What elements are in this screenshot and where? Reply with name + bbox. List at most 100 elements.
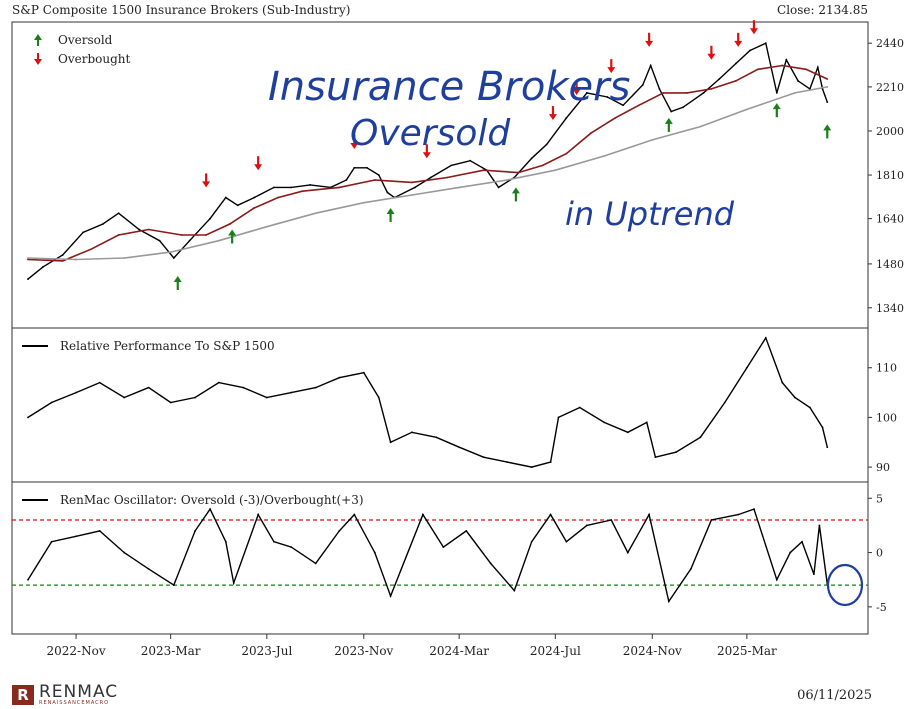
data-point — [27, 416, 29, 419]
oscillator-panel: 5 0 -5 RenMac Oscillator: Oversold (-3)/Ove… — [11, 481, 887, 635]
data-point — [442, 546, 445, 549]
data-point — [689, 567, 692, 570]
data-point — [603, 421, 606, 424]
series-line-0 — [27, 42, 828, 280]
oversold-arrow-icon — [772, 103, 781, 110]
data-point — [565, 117, 568, 119]
data-point — [147, 228, 150, 231]
data-point — [756, 68, 759, 71]
data-point — [265, 396, 268, 399]
data-point — [554, 169, 557, 172]
data-point — [147, 567, 150, 570]
overbought-arrow-icon — [350, 143, 359, 150]
y-tick-label: 2000 — [876, 125, 904, 138]
data-point — [699, 125, 702, 128]
data-point — [809, 406, 811, 409]
data-point — [718, 78, 721, 80]
data-point — [734, 80, 737, 82]
data-point — [614, 117, 617, 119]
data-point — [147, 386, 150, 389]
chart-title: S&P Composite 1500 Insurance Brokers (Su… — [12, 3, 351, 17]
renmac-logo: R RENMAC RENAISSANCEMACRO — [12, 684, 118, 706]
legend-label: Overbought — [58, 52, 131, 66]
data-point — [530, 157, 533, 160]
up-arrow-icon — [34, 34, 42, 40]
data-point — [794, 396, 796, 399]
data-point — [458, 446, 461, 449]
data-point — [585, 92, 588, 94]
data-point — [338, 529, 341, 532]
data-point — [789, 551, 792, 554]
data-point — [414, 186, 416, 189]
y-tick-label: 1340 — [876, 302, 904, 315]
data-point — [450, 164, 453, 167]
data-point — [513, 589, 516, 592]
data-point — [506, 461, 509, 464]
data-point — [242, 386, 245, 389]
down-arrow-icon — [34, 59, 42, 65]
data-point — [794, 92, 796, 94]
data-point — [826, 78, 829, 80]
data-point — [123, 396, 126, 399]
x-tick-label: 2023-Mar — [141, 644, 201, 658]
data-point — [589, 132, 592, 135]
oversold-arrow-icon — [664, 117, 673, 124]
data-point — [565, 152, 568, 155]
y-tick-label: -5 — [876, 601, 887, 614]
data-point — [75, 258, 77, 261]
data-point — [775, 92, 778, 94]
legend-label: Relative Performance To S&P 1500 — [60, 339, 275, 353]
data-point — [734, 62, 737, 65]
data-point — [309, 184, 312, 186]
data-point — [338, 186, 341, 189]
data-point — [257, 513, 260, 516]
data-point — [373, 179, 376, 181]
data-point — [530, 540, 533, 543]
annotation-line-3: in Uptrend — [565, 195, 735, 233]
data-point — [90, 248, 92, 251]
data-point — [781, 381, 784, 384]
data-point — [645, 421, 648, 424]
y-tick-label: 5 — [876, 492, 883, 505]
data-point — [290, 186, 293, 189]
data-point — [654, 456, 657, 459]
data-point — [781, 64, 784, 67]
data-point — [101, 223, 104, 225]
data-point — [338, 376, 341, 379]
overbought-arrow-icon — [572, 88, 581, 95]
y-tick-label: 0 — [876, 547, 883, 560]
data-point — [667, 600, 670, 603]
data-point — [805, 68, 807, 71]
data-point — [377, 396, 380, 399]
y-tick-label: 100 — [876, 411, 897, 424]
data-point — [27, 578, 29, 581]
legend-label: Oversold — [58, 33, 113, 47]
data-point — [265, 225, 268, 228]
data-point — [290, 391, 293, 394]
y-tick-label: 1640 — [876, 213, 904, 226]
data-point — [205, 234, 208, 236]
data-point — [117, 212, 120, 215]
data-point — [377, 174, 380, 176]
overbought-arrow-icon — [422, 152, 431, 159]
x-axis: 2022-Nov 2023-Mar 2023-Jul 2023-Nov 2024-Mar… — [47, 634, 777, 658]
data-point — [253, 196, 256, 199]
logo-subtitle: RENAISSANCEMACRO — [39, 700, 110, 706]
data-point — [797, 80, 799, 82]
data-point — [651, 138, 654, 141]
data-point — [565, 540, 568, 543]
data-point — [626, 431, 629, 434]
data-point — [662, 92, 665, 94]
data-point — [61, 254, 64, 256]
data-point — [622, 104, 625, 107]
data-point — [75, 391, 77, 394]
data-point — [812, 573, 815, 576]
data-point — [362, 371, 365, 374]
series-line-0 — [27, 336, 828, 468]
data-point — [482, 169, 485, 172]
data-point — [458, 186, 461, 189]
data-point — [723, 401, 726, 404]
oversold-arrow-icon — [511, 187, 520, 194]
data-point — [675, 451, 677, 454]
